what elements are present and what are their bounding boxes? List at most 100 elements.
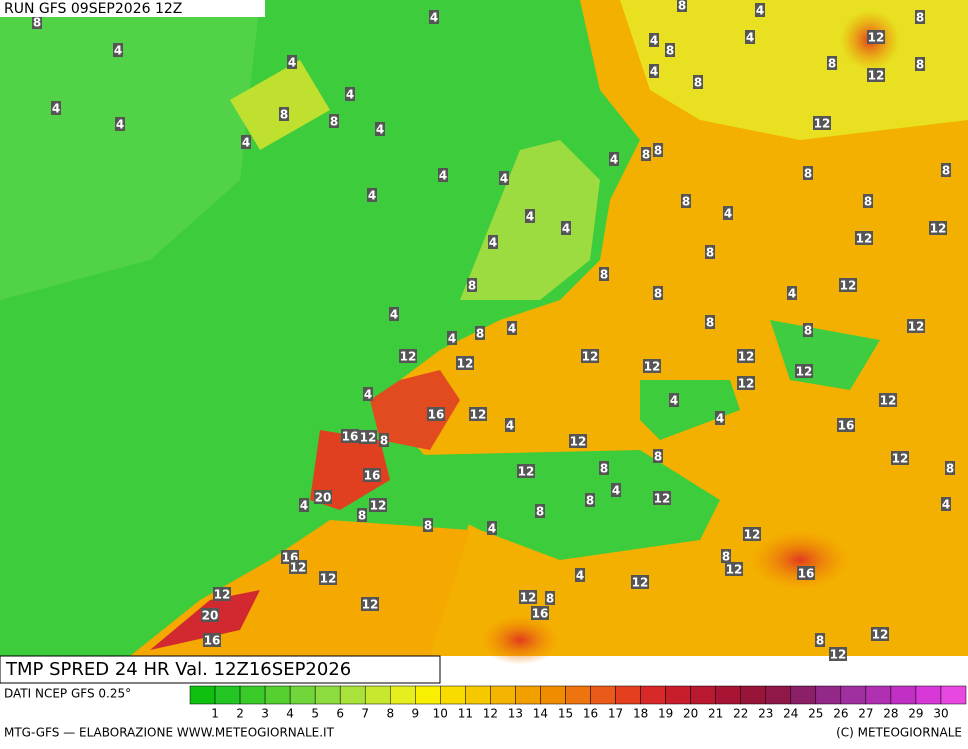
label-box [519,590,537,604]
map-label: 8 [468,279,476,293]
source: DATI NCEP GFS 0.25° [4,687,131,701]
label-box [665,43,675,57]
map-label: 8 [536,505,544,519]
colorbar-cell [865,685,892,705]
label-box [561,221,571,235]
label-box [723,206,733,220]
map-label: 12 [880,394,897,408]
label-box [517,464,535,478]
map-label: 12 [738,377,755,391]
colorbar-label: 6 [336,707,344,721]
map-label: 8 [654,450,662,464]
label-box [319,571,337,585]
label-box [649,64,659,78]
map-label: 4 [670,394,678,408]
map-label: 12 [856,232,873,246]
colorbar-cell [890,685,917,705]
colorbar-label: 14 [533,707,548,721]
colorbar-label: 30 [933,707,948,721]
colorbar-label: 25 [808,707,823,721]
map-label: 4 [942,498,950,512]
map-label: 4 [788,287,796,301]
label-box [314,490,332,504]
label-box [725,562,743,576]
colorbar-label: 19 [658,707,673,721]
map-label: 12 [362,598,379,612]
label-box [649,33,659,47]
label-box [715,411,725,425]
label-box [423,518,433,532]
map-label: 8 [546,592,554,606]
label-box [653,143,663,157]
map-label: 4 [716,412,724,426]
map-label: 12 [320,572,337,586]
footer-right: (C) METEOGIORNALE [836,726,962,740]
map-label: 8 [424,519,432,533]
map-label: 4 [364,388,372,402]
map-label: 12 [290,561,307,575]
label-box [743,527,761,541]
label-box [871,627,889,641]
colorbar-label: 20 [683,707,698,721]
label-box [787,286,797,300]
map-label: 12 [814,117,831,131]
label-box [375,122,385,136]
map-label: 16 [204,634,221,648]
colorbar-cell [765,685,792,705]
label-box [447,331,457,345]
label-box [507,321,517,335]
map-label: 12 [930,222,947,236]
label-box [795,364,813,378]
label-box [915,10,925,24]
map-label: 12 [470,408,487,422]
colorbar-cell [515,685,541,705]
colorbar-cell [665,685,691,705]
label-box [941,497,951,511]
map-label: 16 [428,408,445,422]
map-label: 8 [33,16,41,30]
label-box [213,587,231,601]
map-label: 4 [288,56,296,70]
label-box [643,359,661,373]
colorbar-label: 22 [733,707,748,721]
label-box [867,68,885,82]
title-box [0,655,441,684]
map-label: 4 [576,569,584,583]
label-box [611,483,621,497]
label-box [201,608,219,622]
label-box [705,245,715,259]
label-box [681,194,691,208]
label-box [32,15,42,29]
map-label: 12 [744,528,761,542]
colorbar-label: 4 [286,707,294,721]
colorbar-label: 3 [261,707,269,721]
map-label: 4 [506,419,514,433]
map-label: 16 [364,469,381,483]
header-box [0,0,265,17]
map-label: 4 [756,4,764,18]
label-box [737,376,755,390]
label-box [329,114,339,128]
colorbar-label: 15 [558,707,573,721]
label-box [693,75,703,89]
label-box [115,117,125,131]
map-label: 12 [570,435,587,449]
label-box [438,168,448,182]
map-label: 4 [242,136,250,150]
map-label: 4 [300,499,308,513]
label-box [803,323,813,337]
label-box [545,591,555,605]
colorbar-cell [690,685,716,705]
colorbar-cell [415,685,441,705]
map-label: 8 [380,434,388,448]
black-sea [640,380,740,440]
label-box [525,209,535,223]
map-label: 12 [582,350,599,364]
colorbar-label: 10 [433,707,448,721]
colorbar-cell [840,685,867,705]
label-box [369,498,387,512]
colorbar-cell [314,685,341,705]
map-label: 12 [518,465,535,479]
colorbar-cell [364,685,391,705]
